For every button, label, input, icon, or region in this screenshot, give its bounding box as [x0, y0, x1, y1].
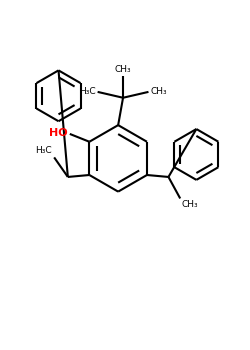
Text: CH₃: CH₃	[150, 88, 167, 96]
Text: CH₃: CH₃	[115, 65, 131, 74]
Text: CH₃: CH₃	[181, 201, 198, 209]
Text: H₃C: H₃C	[36, 146, 52, 155]
Text: H₃C: H₃C	[79, 88, 96, 96]
Text: HO: HO	[49, 128, 68, 138]
